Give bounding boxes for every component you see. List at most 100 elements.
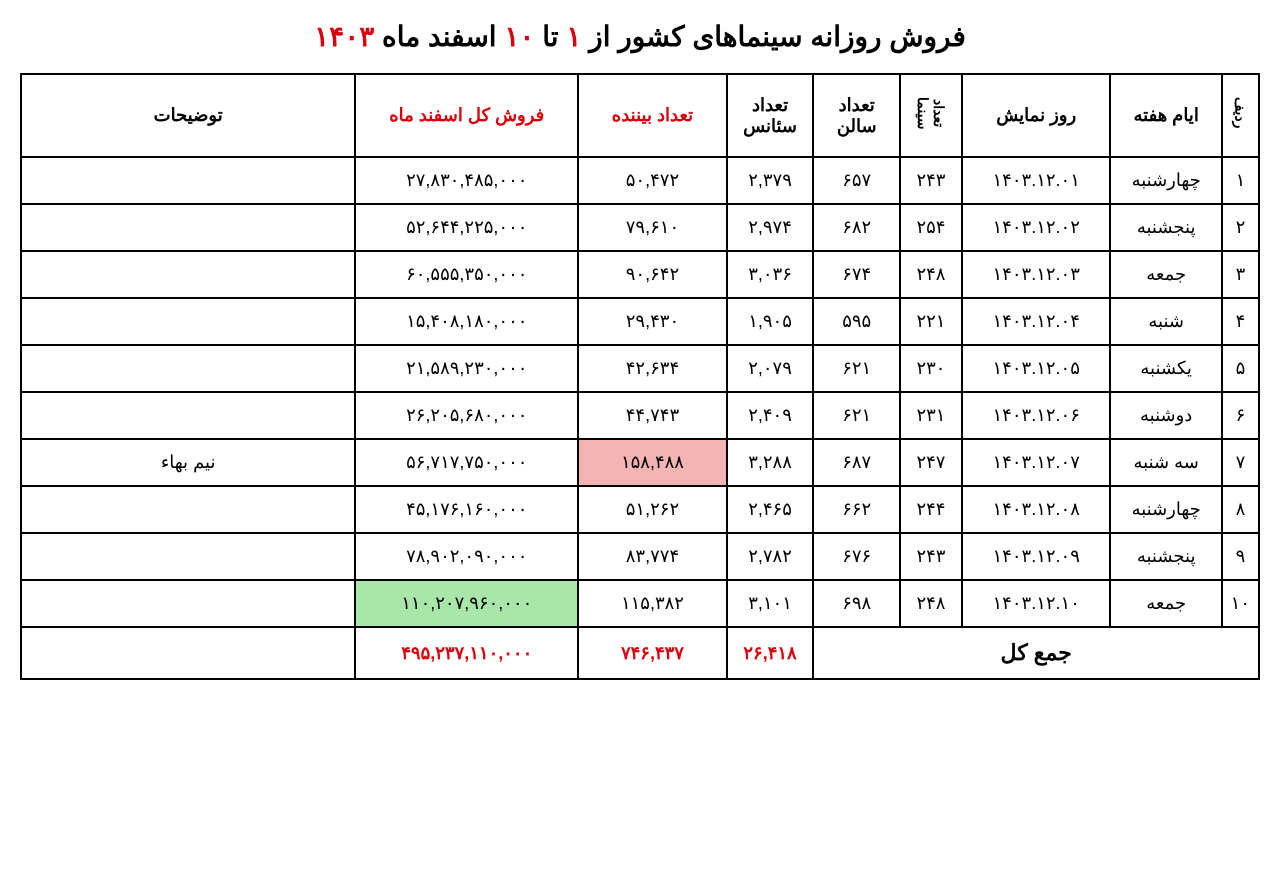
cell-halls: ۶۸۷ — [813, 439, 900, 486]
cell-weekday: چهارشنبه — [1110, 157, 1221, 204]
cell-weekday: پنجشنبه — [1110, 204, 1221, 251]
cell-weekday: پنجشنبه — [1110, 533, 1221, 580]
cell-viewers: ۷۹,۶۱۰ — [578, 204, 727, 251]
cell-notes — [21, 580, 355, 627]
cell-cinemas: ۲۴۸ — [900, 580, 962, 627]
total-row: جمع کل ۲۶,۴۱۸ ۷۴۶,۴۳۷ ۴۹۵,۲۳۷,۱۱۰,۰۰۰ — [21, 627, 1259, 679]
cell-sessions: ۱,۹۰۵ — [727, 298, 814, 345]
total-notes — [21, 627, 355, 679]
cell-halls: ۶۷۶ — [813, 533, 900, 580]
cell-sales: ۲۱,۵۸۹,۲۳۰,۰۰۰ — [355, 345, 578, 392]
cell-cinemas: ۲۴۸ — [900, 251, 962, 298]
cell-halls: ۶۲۱ — [813, 392, 900, 439]
cell-row-num: ۸ — [1222, 486, 1259, 533]
cell-date: ۱۴۰۳.۱۲.۰۲ — [962, 204, 1111, 251]
cell-cinemas: ۲۲۱ — [900, 298, 962, 345]
cell-halls: ۶۶۲ — [813, 486, 900, 533]
cell-sales: ۲۶,۲۰۵,۶۸۰,۰۰۰ — [355, 392, 578, 439]
header-viewers: تعداد بیننده — [578, 74, 727, 157]
cell-date: ۱۴۰۳.۱۲.۰۸ — [962, 486, 1111, 533]
cell-row-num: ۷ — [1222, 439, 1259, 486]
cell-sessions: ۲,۹۷۴ — [727, 204, 814, 251]
cell-sessions: ۲,۳۷۹ — [727, 157, 814, 204]
header-row: ردیف ایام هفته روز نمایش تعداد سینما تعد… — [21, 74, 1259, 157]
cell-viewers: ۸۳,۷۷۴ — [578, 533, 727, 580]
cell-date: ۱۴۰۳.۱۲.۱۰ — [962, 580, 1111, 627]
cell-sessions: ۳,۰۳۶ — [727, 251, 814, 298]
title-year: ۱۴۰۳ — [314, 21, 374, 52]
cell-row-num: ۶ — [1222, 392, 1259, 439]
table-row: ۱۰جمعه۱۴۰۳.۱۲.۱۰۲۴۸۶۹۸۳,۱۰۱۱۱۵,۳۸۲۱۱۰,۲۰… — [21, 580, 1259, 627]
cell-notes — [21, 533, 355, 580]
header-row-num: ردیف — [1222, 74, 1259, 157]
cell-cinemas: ۲۳۱ — [900, 392, 962, 439]
cell-halls: ۶۲۱ — [813, 345, 900, 392]
cell-halls: ۶۷۴ — [813, 251, 900, 298]
cell-weekday: چهارشنبه — [1110, 486, 1221, 533]
cell-weekday: شنبه — [1110, 298, 1221, 345]
cell-notes — [21, 204, 355, 251]
cell-date: ۱۴۰۳.۱۲.۰۴ — [962, 298, 1111, 345]
cell-date: ۱۴۰۳.۱۲.۰۹ — [962, 533, 1111, 580]
header-sessions: تعداد سئانس — [727, 74, 814, 157]
title-mid: تا — [534, 21, 566, 52]
total-label: جمع کل — [813, 627, 1259, 679]
cell-viewers: ۵۰,۴۷۲ — [578, 157, 727, 204]
cell-sessions: ۲,۷۸۲ — [727, 533, 814, 580]
cell-sessions: ۳,۱۰۱ — [727, 580, 814, 627]
table-row: ۷سه شنبه۱۴۰۳.۱۲.۰۷۲۴۷۶۸۷۳,۲۸۸۱۵۸,۴۸۸۵۶,۷… — [21, 439, 1259, 486]
cell-cinemas: ۲۳۰ — [900, 345, 962, 392]
cell-viewers: ۱۱۵,۳۸۲ — [578, 580, 727, 627]
cell-weekday: دوشنبه — [1110, 392, 1221, 439]
cell-row-num: ۹ — [1222, 533, 1259, 580]
title-pre: فروش روزانه سینماهای کشور از — [581, 21, 965, 52]
cell-cinemas: ۲۵۴ — [900, 204, 962, 251]
header-halls: تعداد سالن — [813, 74, 900, 157]
page-container: فروش روزانه سینماهای کشور از ۱ تا ۱۰ اسف… — [20, 20, 1260, 680]
title-range-start: ۱ — [566, 21, 581, 52]
total-viewers: ۷۴۶,۴۳۷ — [578, 627, 727, 679]
header-notes: توضیحات — [21, 74, 355, 157]
cell-weekday: سه شنبه — [1110, 439, 1221, 486]
cell-sessions: ۲,۴۶۵ — [727, 486, 814, 533]
cell-notes — [21, 345, 355, 392]
cell-sales: ۴۵,۱۷۶,۱۶۰,۰۰۰ — [355, 486, 578, 533]
cell-sales: ۷۸,۹۰۲,۰۹۰,۰۰۰ — [355, 533, 578, 580]
cell-viewers: ۹۰,۶۴۲ — [578, 251, 727, 298]
table-row: ۴شنبه۱۴۰۳.۱۲.۰۴۲۲۱۵۹۵۱,۹۰۵۲۹,۴۳۰۱۵,۴۰۸,۱… — [21, 298, 1259, 345]
table-row: ۵یکشنبه۱۴۰۳.۱۲.۰۵۲۳۰۶۲۱۲,۰۷۹۴۲,۶۳۴۲۱,۵۸۹… — [21, 345, 1259, 392]
cell-sessions: ۲,۰۷۹ — [727, 345, 814, 392]
cell-row-num: ۳ — [1222, 251, 1259, 298]
cell-date: ۱۴۰۳.۱۲.۰۵ — [962, 345, 1111, 392]
table-body: ۱چهارشنبه۱۴۰۳.۱۲.۰۱۲۴۳۶۵۷۲,۳۷۹۵۰,۴۷۲۲۷,۸… — [21, 157, 1259, 627]
cell-weekday: یکشنبه — [1110, 345, 1221, 392]
cell-row-num: ۱۰ — [1222, 580, 1259, 627]
title-post: اسفند ماه — [374, 21, 504, 52]
header-cinemas: تعداد سینما — [900, 74, 962, 157]
sales-table: ردیف ایام هفته روز نمایش تعداد سینما تعد… — [20, 73, 1260, 680]
header-sales: فروش کل اسفند ماه — [355, 74, 578, 157]
cell-viewers: ۵۱,۲۶۲ — [578, 486, 727, 533]
cell-date: ۱۴۰۳.۱۲.۰۶ — [962, 392, 1111, 439]
header-weekday: ایام هفته — [1110, 74, 1221, 157]
cell-sales: ۱۵,۴۰۸,۱۸۰,۰۰۰ — [355, 298, 578, 345]
cell-cinemas: ۲۴۴ — [900, 486, 962, 533]
cell-notes — [21, 392, 355, 439]
page-title: فروش روزانه سینماهای کشور از ۱ تا ۱۰ اسف… — [20, 20, 1260, 53]
table-row: ۳جمعه۱۴۰۳.۱۲.۰۳۲۴۸۶۷۴۳,۰۳۶۹۰,۶۴۲۶۰,۵۵۵,۳… — [21, 251, 1259, 298]
cell-halls: ۶۹۸ — [813, 580, 900, 627]
cell-sessions: ۲,۴۰۹ — [727, 392, 814, 439]
cell-sales: ۲۷,۸۳۰,۴۸۵,۰۰۰ — [355, 157, 578, 204]
cell-date: ۱۴۰۳.۱۲.۰۷ — [962, 439, 1111, 486]
cell-row-num: ۲ — [1222, 204, 1259, 251]
cell-notes: نیم بهاء — [21, 439, 355, 486]
cell-notes — [21, 157, 355, 204]
cell-notes — [21, 486, 355, 533]
cell-date: ۱۴۰۳.۱۲.۰۳ — [962, 251, 1111, 298]
title-range-end: ۱۰ — [504, 21, 534, 52]
cell-sessions: ۳,۲۸۸ — [727, 439, 814, 486]
cell-cinemas: ۲۴۳ — [900, 157, 962, 204]
table-row: ۲پنجشنبه۱۴۰۳.۱۲.۰۲۲۵۴۶۸۲۲,۹۷۴۷۹,۶۱۰۵۲,۶۴… — [21, 204, 1259, 251]
cell-sales: ۱۱۰,۲۰۷,۹۶۰,۰۰۰ — [355, 580, 578, 627]
cell-viewers: ۴۴,۷۴۳ — [578, 392, 727, 439]
